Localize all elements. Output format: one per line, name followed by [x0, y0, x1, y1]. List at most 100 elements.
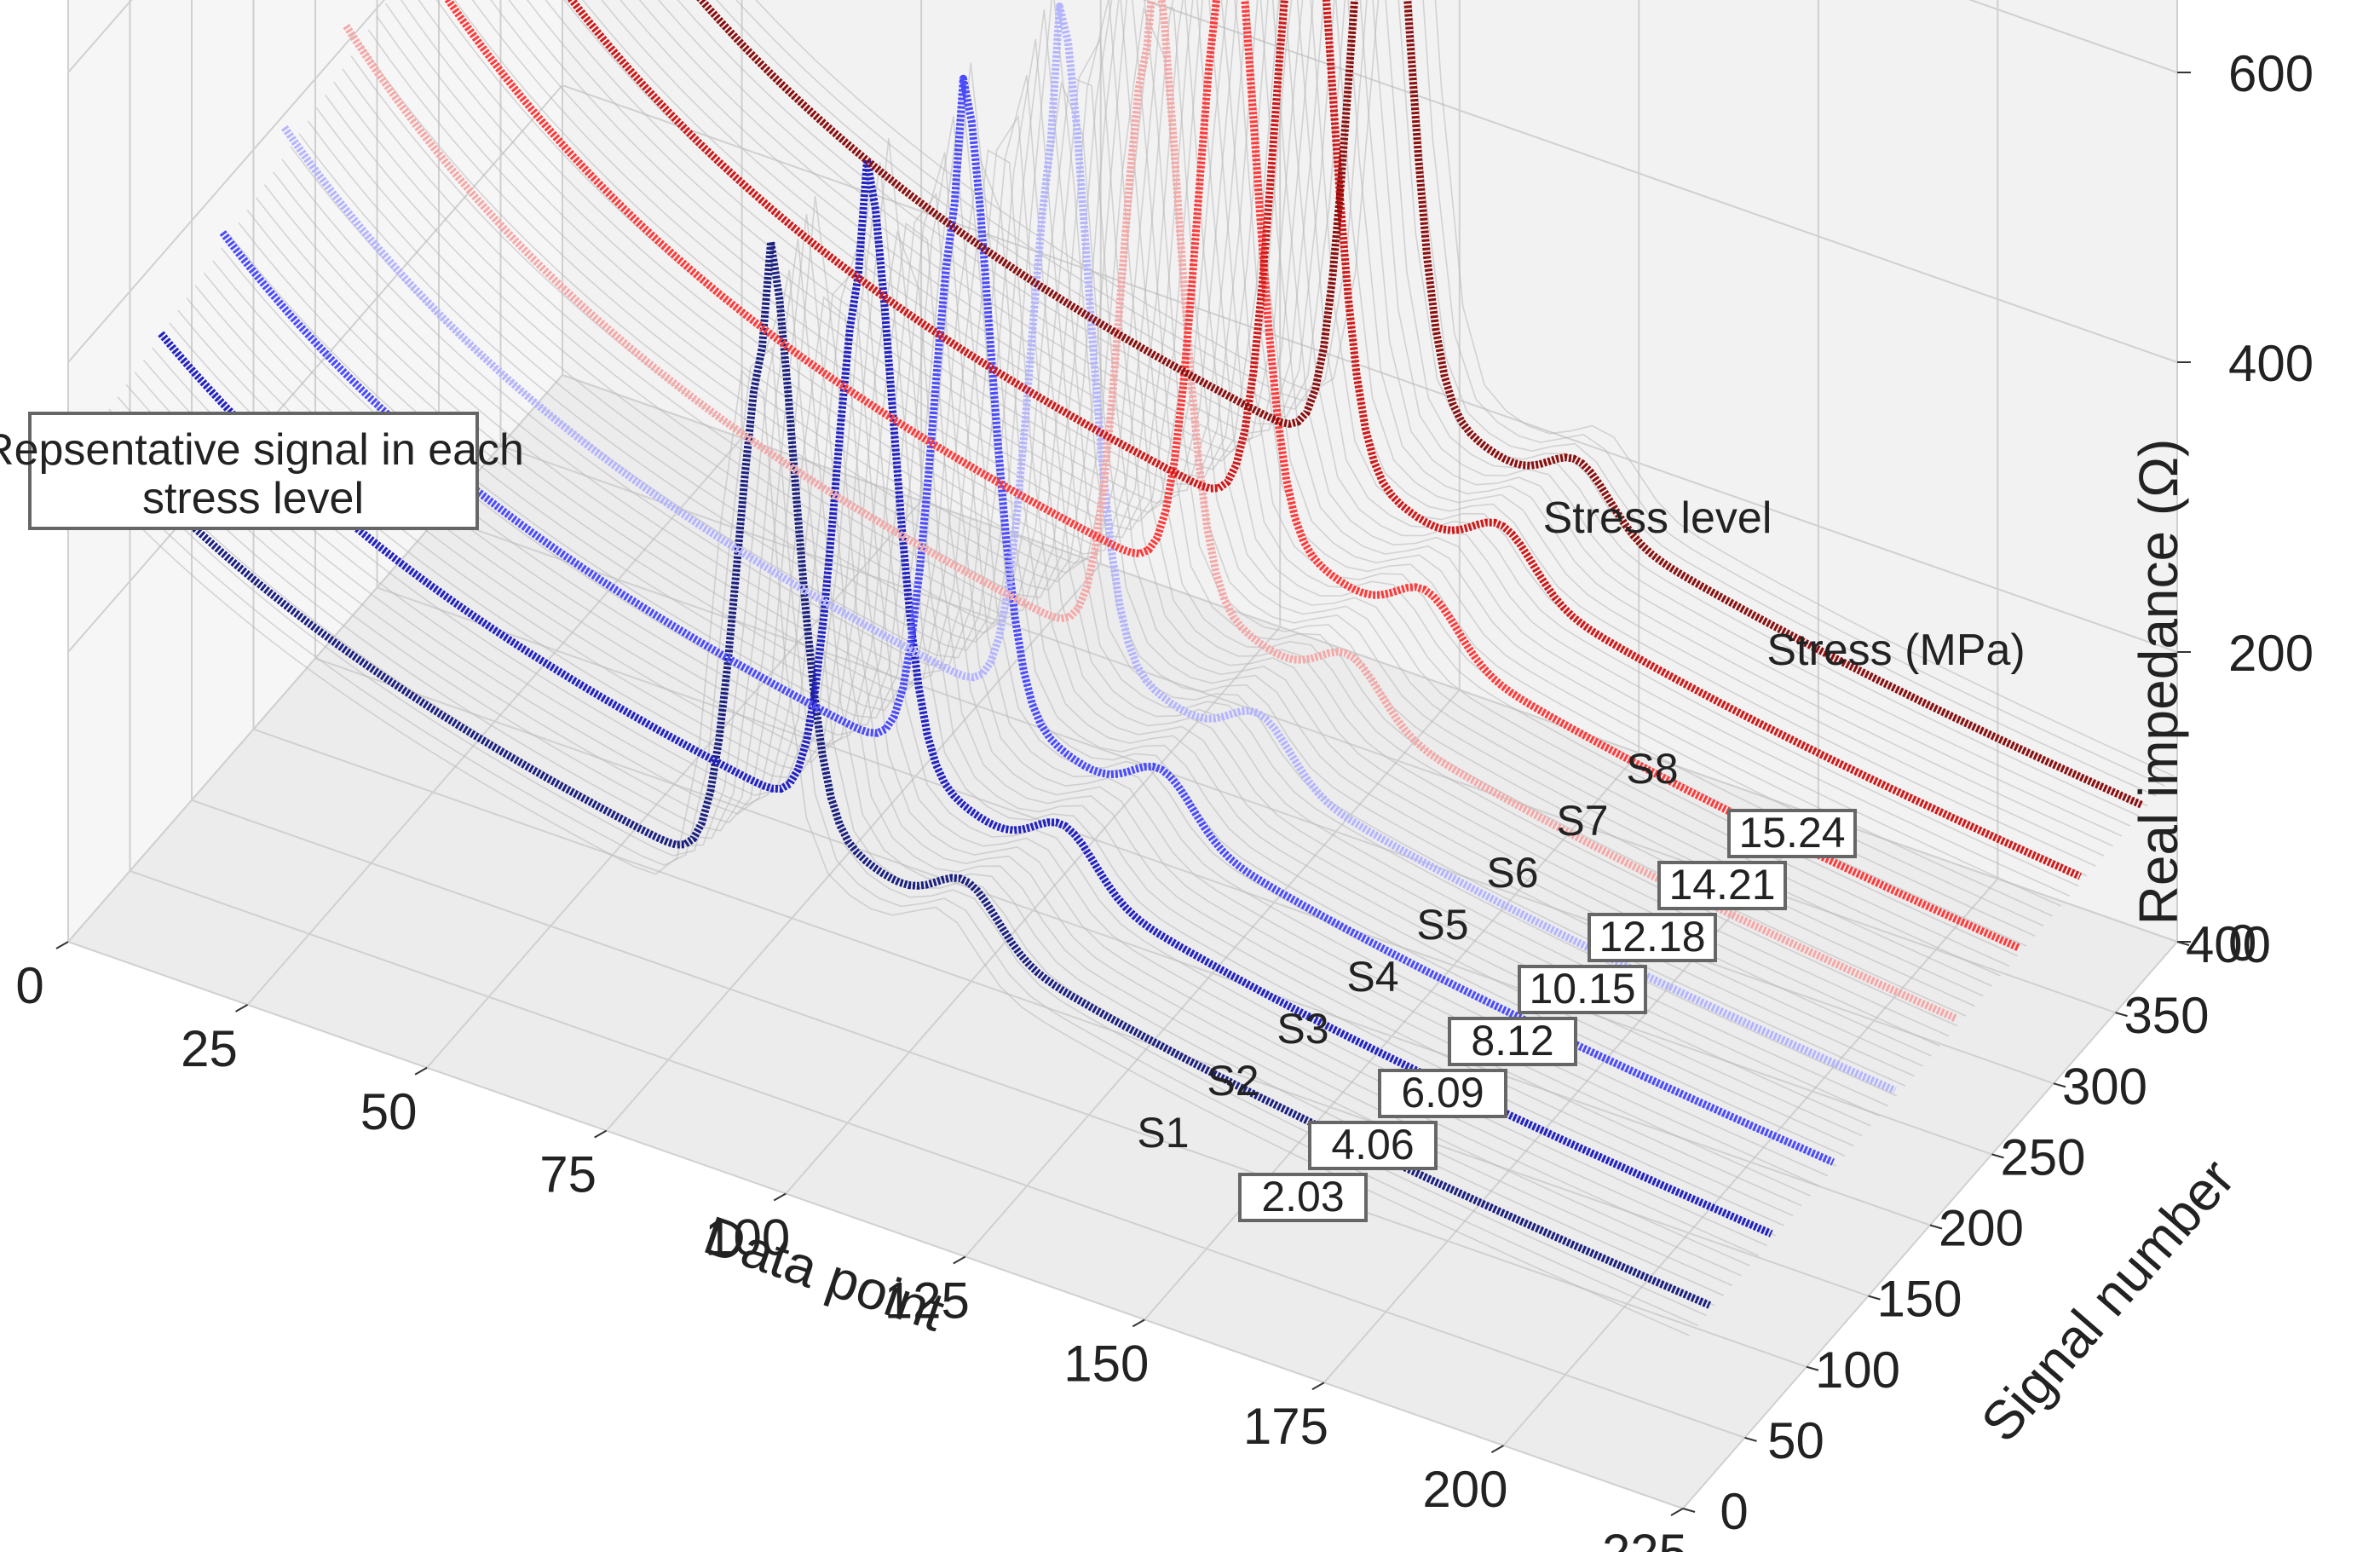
stress-level-s6: S6 — [1486, 849, 1538, 897]
stress-value-s1: 2.03 — [1261, 1173, 1344, 1220]
x-tick-label: 50 — [360, 1083, 418, 1140]
stress-level-s2: S2 — [1207, 1057, 1259, 1105]
background-signal — [638, 0, 2123, 837]
background-signal — [108, 238, 1725, 1296]
background-signal — [677, 0, 2140, 817]
background-signal — [117, 214, 1733, 1287]
background-signal — [90, 306, 1707, 1317]
background-signal — [134, 295, 1750, 1266]
stress-level-s4: S4 — [1346, 953, 1398, 1001]
y-tick-label: 250 — [2000, 1128, 2085, 1186]
stress-box-s5 — [1518, 965, 1647, 1014]
stress-box-s2 — [1308, 1121, 1438, 1170]
y-tick — [1991, 1153, 2004, 1159]
annotation-text-line-1: Repsentative signal in each — [0, 425, 524, 475]
background-signal — [125, 195, 1742, 1277]
background-signal — [238, 62, 1854, 1147]
y-tick-label: 150 — [1876, 1271, 1962, 1328]
series-line-s7 — [567, 0, 2083, 880]
background-signal — [290, 9, 1906, 1087]
x-tick — [1132, 1318, 1145, 1328]
stress-value-s7: 14.21 — [1668, 861, 1775, 909]
background-signal — [526, 0, 2071, 897]
x-tick-label: 150 — [1063, 1335, 1149, 1392]
y-tick-label: 400 — [2186, 916, 2271, 973]
background-signal — [151, 229, 1767, 1247]
stress-box-s7 — [1657, 861, 1787, 910]
y-tick — [1929, 1224, 1943, 1230]
x-tick — [953, 1255, 966, 1265]
stress-level-s8: S8 — [1626, 745, 1678, 793]
z-tick-label: 600 — [2228, 45, 2314, 102]
stress-level-label: Stress level — [1543, 493, 1772, 543]
stress-value-s8: 15.24 — [1738, 809, 1845, 857]
x-tick — [55, 941, 69, 949]
y-tick — [1682, 1508, 1696, 1513]
x-tick-label: 125 — [885, 1272, 970, 1329]
background-signal — [333, 0, 1950, 1037]
stress-box-s3 — [1378, 1069, 1507, 1118]
background-signal — [73, 369, 1690, 1336]
x-tick — [1490, 1445, 1504, 1453]
background-signal — [755, 0, 2175, 777]
y-tick-label: 300 — [2062, 1058, 2147, 1115]
z-tick-label: 0 — [2228, 914, 2256, 972]
background-signal — [142, 269, 1759, 1257]
stress-box-s1 — [1238, 1173, 1368, 1222]
z-gridline — [67, 0, 2178, 363]
x-tick-label: 0 — [15, 957, 43, 1014]
x-tick-label: 75 — [539, 1146, 596, 1203]
background-signal — [508, 0, 2062, 907]
stress-level-s5: S5 — [1416, 901, 1468, 949]
y-tick-label: 50 — [1767, 1412, 1824, 1469]
background-signal — [657, 0, 2131, 827]
y-tick-label: 200 — [1939, 1200, 2024, 1257]
stress-box-s4 — [1448, 1017, 1577, 1066]
stress-value-s5: 10.15 — [1529, 965, 1635, 1013]
x-tick — [235, 1004, 249, 1013]
background-signal — [601, 0, 2105, 857]
stress-value-s3: 6.09 — [1401, 1069, 1484, 1116]
y-tick-label: 0 — [1720, 1483, 1748, 1540]
stress-level-s7: S7 — [1556, 797, 1608, 845]
background-signals — [73, 0, 2175, 1336]
stress-value-s4: 8.12 — [1471, 1017, 1553, 1064]
z-gridline — [67, 373, 2178, 943]
stress-value-s2: 4.06 — [1331, 1121, 1414, 1168]
annotation-box — [28, 412, 479, 530]
stress-mpa-label: Stress (MPa) — [1766, 626, 2025, 675]
series-line-s1 — [95, 238, 1712, 1309]
y-axis-label: Signal number — [1969, 1147, 2246, 1453]
background-signal — [582, 0, 2096, 867]
background-signal — [715, 0, 2157, 797]
x-tick — [1670, 1508, 1684, 1516]
background-signal — [471, 0, 2044, 927]
background-signal — [735, 0, 2165, 787]
x-tick — [414, 1066, 428, 1076]
background-signal — [194, 222, 1811, 1197]
y-tick — [2115, 1012, 2128, 1018]
series-line-s8 — [696, 0, 2144, 809]
background-signal — [169, 162, 1785, 1226]
annotation-text-line-2: stress level — [142, 474, 364, 523]
background-signal — [490, 0, 2053, 917]
x-tick — [773, 1192, 787, 1202]
stress-box-s6 — [1588, 913, 1717, 962]
background-signal — [82, 346, 1698, 1326]
z-tick-label: 400 — [2228, 335, 2314, 392]
background-signal — [177, 138, 1794, 1217]
background-signal — [186, 229, 1802, 1207]
background-signal — [619, 0, 2113, 847]
x-tick-label: 100 — [705, 1209, 790, 1266]
x-tick-label: 175 — [1243, 1398, 1328, 1455]
stress-value-s6: 12.18 — [1599, 913, 1705, 961]
y-tick — [1744, 1436, 1757, 1442]
y-tick — [2053, 1082, 2066, 1088]
y-tick — [1868, 1295, 1881, 1301]
stress-level-s1: S1 — [1137, 1109, 1189, 1157]
y-tick — [1806, 1365, 1819, 1371]
x-tick-label: 200 — [1422, 1461, 1507, 1518]
x-tick-label: 225 — [1602, 1524, 1687, 1552]
